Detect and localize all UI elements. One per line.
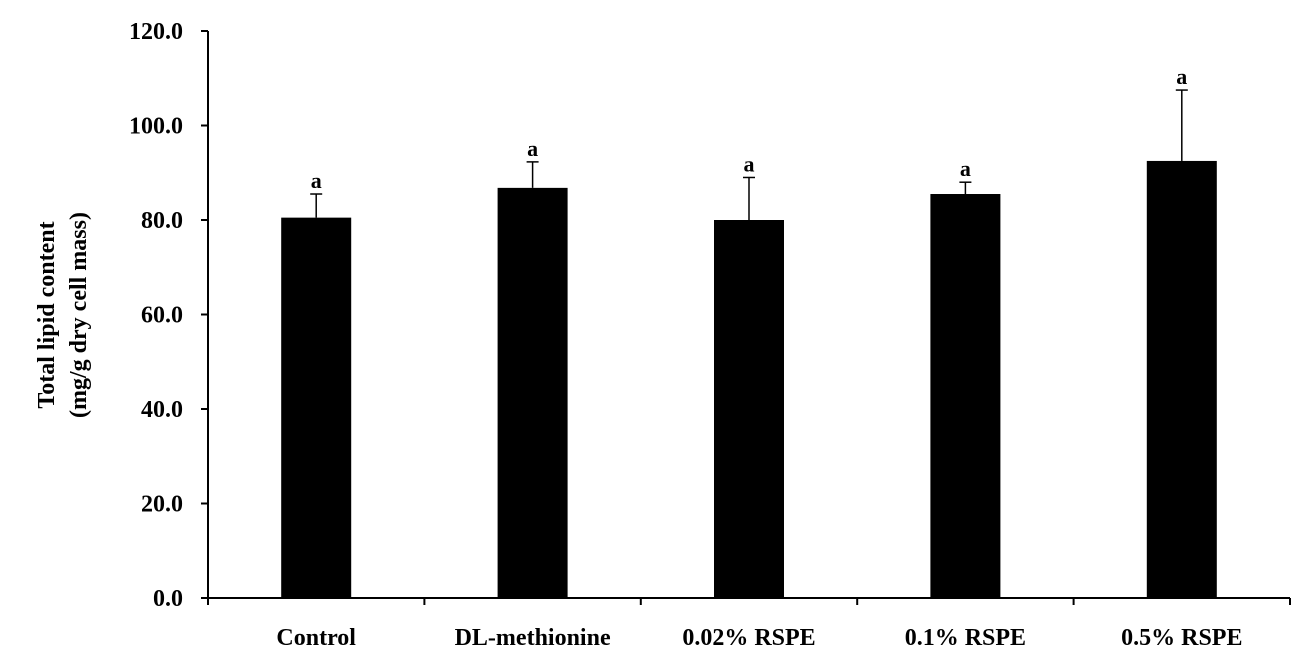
significance-label: a (311, 168, 322, 193)
y-ticks: 0.0 20.0 40.0 60.0 80.0 100.0 120.0 (129, 19, 208, 612)
y-axis-title: Total lipid content (mg/g dry cell mass) (34, 212, 92, 418)
category-labels: Control DL-methionine 0.02% RSPE 0.1% RSPE 0… (276, 625, 1242, 651)
bars (281, 160, 1217, 598)
category-label: DL-methionine (455, 625, 611, 651)
significance-label: a (1176, 64, 1187, 89)
significance-label: a (960, 156, 971, 181)
bar (497, 187, 568, 598)
significance-label: a (527, 136, 538, 161)
y-axis-title-line2: (mg/g dry cell mass) (66, 212, 92, 418)
significance-labels: a a a a a (311, 64, 1188, 193)
error-bars (310, 89, 1188, 220)
y-tick-label: 100.0 (129, 114, 183, 140)
bar (930, 194, 1001, 598)
significance-label: a (744, 151, 755, 176)
bar (1146, 160, 1217, 598)
y-tick-label: 0.0 (153, 586, 183, 612)
y-tick-label: 40.0 (141, 397, 183, 423)
y-tick-label: 80.0 (141, 208, 183, 234)
category-label: 0.1% RSPE (905, 625, 1026, 651)
category-label: 0.5% RSPE (1121, 625, 1242, 651)
bar (281, 217, 352, 598)
bar (714, 220, 784, 598)
y-tick-label: 60.0 (141, 303, 183, 329)
y-tick-label: 20.0 (141, 492, 183, 518)
y-tick-label: 120.0 (129, 19, 183, 45)
category-label: 0.02% RSPE (682, 625, 815, 651)
category-label: Control (276, 625, 356, 651)
y-axis-title-line1: Total lipid content (34, 221, 60, 408)
